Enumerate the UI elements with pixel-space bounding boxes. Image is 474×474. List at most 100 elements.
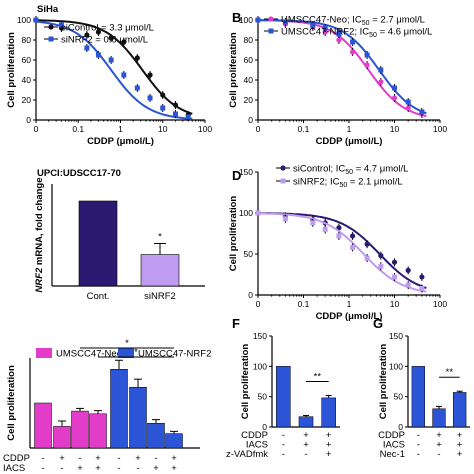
x-axis-label: CDDP (μmol/L) bbox=[316, 136, 383, 147]
data-point bbox=[322, 226, 328, 232]
y-tick-label: 100 bbox=[239, 15, 253, 25]
data-point bbox=[378, 67, 384, 73]
legend-entry: siControl; IC50 = 4.7 μmol/L bbox=[293, 164, 408, 177]
condition-value: + bbox=[77, 463, 83, 474]
legend-marker bbox=[48, 36, 54, 42]
legend-marker bbox=[48, 24, 54, 30]
y-tick-label: 50 bbox=[258, 392, 268, 402]
data-point bbox=[419, 109, 425, 115]
x-tick-label: 0.1 bbox=[298, 124, 310, 134]
condition-value: - bbox=[282, 440, 285, 451]
bar bbox=[147, 423, 165, 449]
fit-curve-1 bbox=[36, 19, 193, 115]
bar bbox=[432, 408, 446, 428]
bar bbox=[129, 387, 147, 449]
condition-value: + bbox=[436, 430, 442, 441]
data-point bbox=[364, 52, 370, 58]
bar bbox=[53, 426, 71, 449]
y-tick-label: 50 bbox=[244, 249, 254, 259]
condition-value: - bbox=[60, 463, 63, 474]
data-point bbox=[255, 210, 261, 216]
bar bbox=[71, 410, 89, 449]
data-point bbox=[378, 263, 384, 269]
legend-swatch bbox=[36, 348, 52, 358]
condition-label: IACS bbox=[246, 440, 268, 451]
data-point bbox=[134, 55, 140, 61]
condition-value: - bbox=[417, 449, 420, 460]
x-tick-label: 1 bbox=[118, 124, 123, 134]
data-point bbox=[364, 255, 370, 261]
y-tick-label: 60 bbox=[244, 55, 254, 65]
condition-value: - bbox=[417, 440, 420, 451]
data-point bbox=[147, 72, 153, 78]
condition-value: - bbox=[41, 453, 44, 464]
x-tick-label: 0 bbox=[256, 299, 261, 309]
x-tick-label: 10 bbox=[390, 124, 400, 134]
fit-curve-2 bbox=[258, 212, 427, 293]
y-axis-label: Cell proliferation bbox=[6, 365, 17, 441]
data-point bbox=[336, 233, 342, 239]
x-tick-label: 10 bbox=[158, 124, 168, 134]
x-tick-label: 0 bbox=[34, 124, 39, 134]
condition-value: + bbox=[171, 453, 177, 464]
legend-marker bbox=[280, 178, 286, 184]
y-tick-label: 150 bbox=[253, 331, 267, 341]
data-point bbox=[419, 274, 425, 280]
condition-label: Nec-1 bbox=[380, 449, 405, 460]
panel-letters: B D F G bbox=[232, 10, 383, 331]
panel-letter-f: F bbox=[232, 316, 240, 331]
bar bbox=[34, 402, 52, 449]
condition-value: + bbox=[326, 449, 332, 460]
data-point bbox=[160, 92, 166, 98]
significance-mark: * bbox=[158, 232, 162, 243]
legend-entry: UMSCC47-NRF2; IC50 = 4.6 μmol/L bbox=[281, 27, 432, 40]
condition-label: CDDP bbox=[378, 430, 405, 441]
condition-value: - bbox=[117, 453, 120, 464]
panel-a-chart: SiHa 0 20 40 60 80 100 0 0.1 1 10 100 CDDP (μmol/L) C… bbox=[6, 4, 212, 147]
data-point bbox=[322, 25, 328, 31]
x-tick-label: 10 bbox=[390, 299, 400, 309]
condition-value: + bbox=[95, 453, 101, 464]
data-point bbox=[172, 111, 178, 117]
y-tick-label: 0 bbox=[248, 115, 253, 125]
data-point bbox=[95, 52, 101, 58]
data-point bbox=[405, 267, 411, 273]
data-point bbox=[134, 85, 140, 91]
legend-marker bbox=[268, 16, 274, 22]
x-tick-label: 0.1 bbox=[298, 299, 310, 309]
bar bbox=[276, 366, 291, 428]
data-point bbox=[185, 114, 191, 120]
data-point bbox=[160, 105, 166, 111]
condition-value: + bbox=[326, 440, 332, 451]
data-point bbox=[282, 216, 288, 222]
category-label: Cont. bbox=[87, 291, 110, 302]
condition-value: + bbox=[153, 463, 159, 474]
condition-value: - bbox=[78, 453, 81, 464]
legend-marker bbox=[280, 165, 286, 171]
y-axis-label: NRF2 mRNA, fold change bbox=[34, 177, 45, 292]
x-tick-label: 1 bbox=[347, 124, 352, 134]
data-point bbox=[405, 282, 411, 288]
bar bbox=[165, 433, 183, 449]
data-point bbox=[391, 95, 398, 101]
data-point bbox=[147, 95, 153, 101]
data-point bbox=[336, 31, 342, 37]
legend-entry: UMSCC47-Neo bbox=[56, 349, 122, 360]
condition-value: - bbox=[282, 449, 285, 460]
y-tick-label: 0 bbox=[262, 422, 267, 432]
x-axis-label: CDDP (μmol/L) bbox=[87, 136, 154, 147]
condition-value: + bbox=[171, 463, 177, 474]
bar bbox=[298, 416, 314, 428]
condition-value: + bbox=[59, 453, 65, 464]
condition-value: + bbox=[326, 430, 332, 441]
condition-label: z-VADfmk bbox=[226, 449, 268, 460]
panel-letter-b: B bbox=[232, 10, 241, 25]
panel-b-chart: 0 20 40 60 80 100 0 0.1 1 10 100 CDDP (μmol/L) Cell … bbox=[228, 15, 447, 148]
bar bbox=[453, 392, 467, 428]
data-point bbox=[392, 85, 397, 91]
y-tick-label: 50 bbox=[394, 392, 404, 402]
data-point bbox=[95, 29, 102, 35]
